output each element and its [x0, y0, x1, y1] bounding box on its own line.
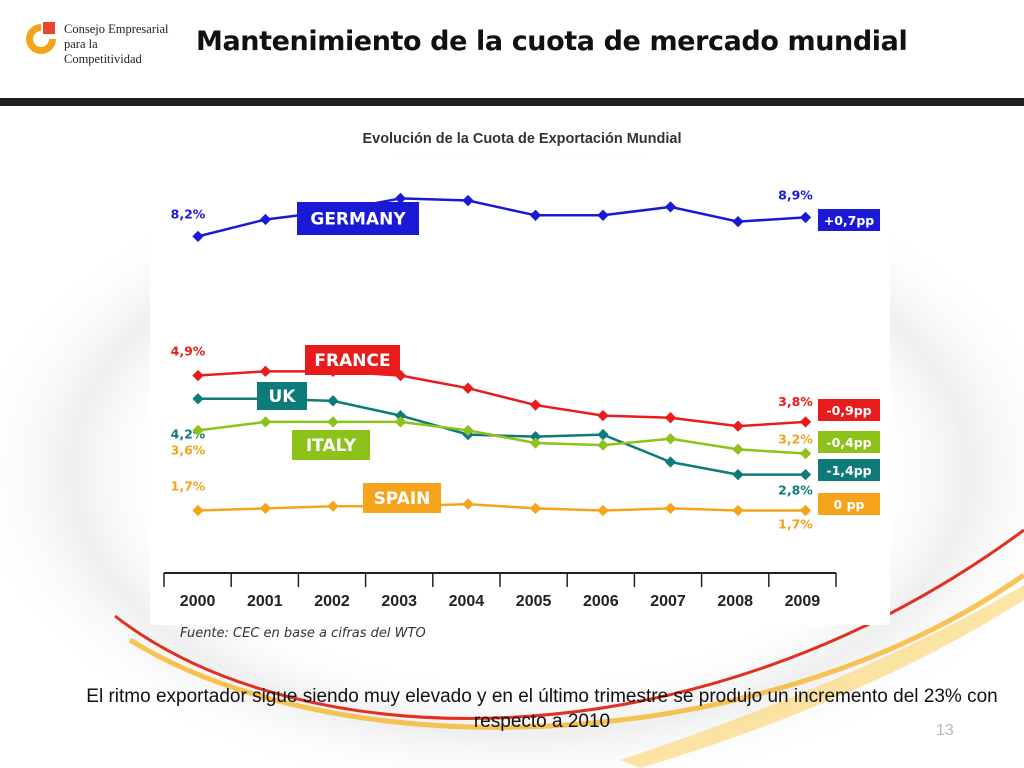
end-value-label: 8,9%	[778, 187, 813, 202]
data-point-italy	[664, 433, 677, 445]
data-point-uk	[327, 395, 339, 407]
series-name-label: FRANCE	[314, 351, 390, 371]
data-point-germany	[732, 215, 744, 228]
start-value-label: 3,6%	[171, 442, 206, 457]
export-share-line-chart: 2000 2001 2002 2003 2004 2005 2006 2007 2008 2009…	[150, 160, 890, 625]
data-point-italy	[529, 437, 542, 449]
x-tick-label: 2001	[247, 593, 283, 610]
change-box-germany	[818, 209, 880, 231]
page-number: 13	[936, 722, 954, 739]
summary-note: El ritmo exportador sigue siendo muy ele…	[86, 686, 998, 732]
change-label: -1,4pp	[826, 463, 871, 478]
data-point-spain	[664, 502, 677, 515]
data-point-italy	[327, 416, 339, 428]
change-box-uk	[818, 459, 880, 481]
data-point-france	[732, 420, 744, 432]
data-point-france	[664, 412, 677, 424]
start-value-label: 1,7%	[171, 478, 206, 493]
data-point-germany	[462, 194, 474, 207]
data-point-uk	[192, 393, 204, 405]
data-point-france	[799, 416, 812, 428]
data-point-uk	[732, 468, 744, 481]
data-point-spain	[597, 504, 609, 517]
data-point-spain	[327, 500, 339, 512]
series-name-label: SPAIN	[374, 489, 431, 509]
data-point-italy	[462, 424, 474, 437]
end-value-label: 2,8%	[778, 483, 813, 498]
change-box-france	[818, 399, 880, 421]
change-label: -0,4pp	[826, 435, 871, 450]
change-label: 0 pp	[834, 497, 865, 512]
x-tick-label: 2009	[785, 593, 821, 610]
series-line-spain	[197, 502, 806, 512]
series-name-label: UK	[269, 387, 297, 407]
data-point-france	[462, 382, 474, 394]
x-tick-label: 2005	[516, 593, 552, 610]
x-tick-label: 2002	[314, 593, 350, 610]
title-underline-bar	[0, 98, 1024, 106]
data-point-uk	[597, 428, 609, 441]
data-point-france	[529, 399, 542, 411]
cec-logo-mark	[26, 22, 56, 54]
data-point-spain	[732, 504, 744, 517]
data-point-uk	[799, 468, 812, 481]
end-value-label: 3,2%	[778, 432, 813, 447]
data-point-france	[259, 365, 272, 377]
source-note: Fuente: CEC en base a cifras del WTO	[180, 626, 426, 641]
data-point-spain	[462, 498, 474, 510]
x-tick-label: 2003	[381, 593, 417, 610]
series-name-label: GERMANY	[310, 210, 406, 230]
cec-logo: Consejo Empresarial para la Competitivid…	[22, 20, 182, 90]
series-name-box-uk	[257, 382, 307, 410]
change-label: -0,9pp	[826, 403, 871, 418]
change-box-spain	[818, 493, 880, 515]
data-point-italy	[732, 443, 744, 455]
start-value-label: 4,9%	[171, 344, 206, 359]
data-point-uk	[394, 409, 407, 422]
series-name-box-germany	[297, 202, 419, 235]
data-point-uk	[664, 456, 677, 468]
chart-title: Evolución de la Cuota de Exportación Mun…	[362, 131, 682, 147]
end-value-label: 1,7%	[778, 516, 813, 531]
data-point-spain	[529, 502, 542, 515]
change-label: +0,7pp	[824, 213, 875, 228]
x-tick-label: 2004	[449, 593, 485, 610]
data-point-uk	[529, 431, 542, 443]
x-tick-label: 2000	[180, 593, 216, 610]
series-name-box-italy	[292, 430, 370, 460]
series-line-france	[197, 370, 806, 428]
cec-logo-text: Consejo Empresarial para la Competitivid…	[64, 22, 169, 66]
data-point-italy	[799, 447, 812, 460]
x-tick-label: 2007	[650, 593, 686, 610]
series-name-box-france	[305, 345, 400, 375]
series-name-box-spain	[363, 483, 441, 513]
x-tick-label: 2006	[583, 593, 619, 610]
change-box-italy	[818, 431, 880, 453]
data-point-spain	[799, 504, 812, 517]
x-tick-label: 2008	[717, 593, 753, 610]
series-name-label: ITALY	[306, 436, 357, 456]
data-point-italy	[394, 416, 407, 428]
data-point-germany	[664, 201, 677, 213]
data-point-france	[597, 409, 609, 422]
end-value-label: 3,8%	[778, 394, 813, 409]
data-point-germany	[259, 213, 272, 226]
start-value-label: 8,2%	[171, 206, 206, 221]
data-point-italy	[597, 439, 609, 451]
slide-title: Mantenimiento de la cuota de mercado mun…	[196, 26, 908, 57]
series-line-italy	[197, 420, 806, 455]
